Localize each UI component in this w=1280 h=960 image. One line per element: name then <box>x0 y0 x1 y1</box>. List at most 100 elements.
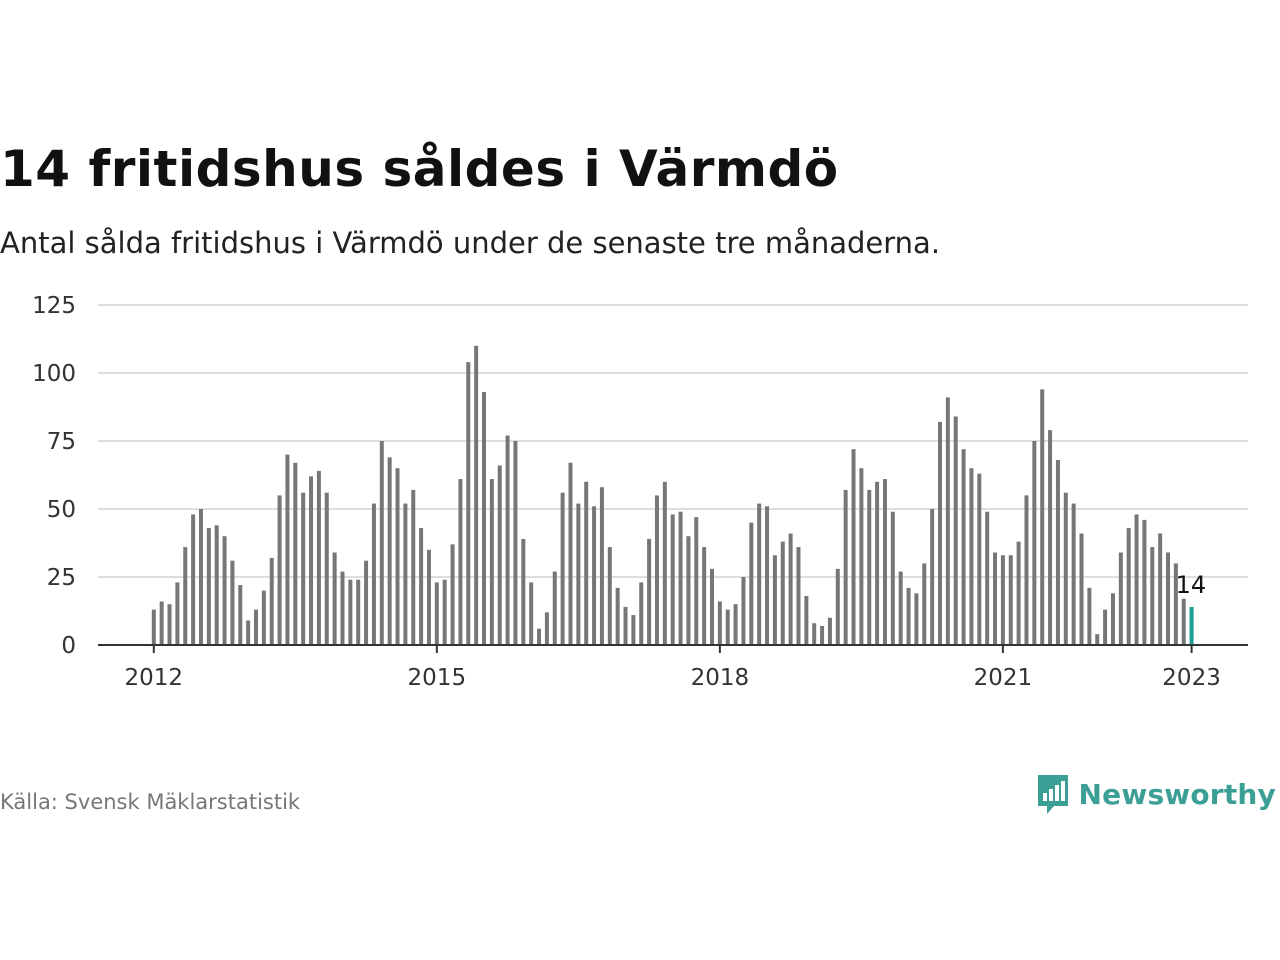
bar <box>1079 533 1084 645</box>
bar <box>230 560 235 645</box>
bar <box>843 489 848 645</box>
bar <box>702 547 707 645</box>
bar <box>387 457 392 645</box>
bar <box>426 549 431 645</box>
bar <box>214 525 219 645</box>
bar <box>875 481 880 645</box>
chart-title: 14 fritidshus såldes i Värmdö <box>0 140 839 198</box>
bar <box>733 604 738 645</box>
x-tick-label: 2023 <box>1162 665 1221 691</box>
bar <box>167 604 172 645</box>
bar <box>285 454 290 645</box>
bar <box>1040 389 1045 645</box>
bar <box>882 479 887 645</box>
bar <box>277 495 282 645</box>
bar <box>442 579 447 645</box>
bar <box>371 503 376 645</box>
bar <box>623 606 628 645</box>
x-tick-label: 2012 <box>125 665 184 691</box>
bar <box>513 441 518 645</box>
bar <box>710 568 714 645</box>
bar <box>1008 555 1013 645</box>
bar <box>340 571 345 645</box>
bar <box>521 538 526 645</box>
bar <box>1087 587 1092 645</box>
bar <box>961 449 966 645</box>
bar <box>246 620 251 645</box>
bar <box>411 489 416 645</box>
bar <box>930 509 935 645</box>
x-tick-label: 2018 <box>691 665 750 691</box>
bar <box>796 547 801 645</box>
bar <box>419 528 424 645</box>
bar <box>364 560 369 645</box>
bar <box>222 536 227 645</box>
bar <box>804 596 809 645</box>
bar <box>1181 598 1186 645</box>
bar <box>560 492 565 645</box>
bar <box>1118 552 1123 645</box>
bar <box>639 582 644 645</box>
bar <box>1103 609 1108 645</box>
bar <box>474 345 479 645</box>
x-tick-label: 2021 <box>974 665 1033 691</box>
bar <box>159 601 164 645</box>
bar <box>1173 563 1178 645</box>
bar <box>1134 514 1139 645</box>
bar <box>599 487 604 645</box>
annotation: 14 <box>1176 571 1207 599</box>
bar <box>898 571 903 645</box>
bar <box>1166 552 1170 645</box>
bar <box>356 579 361 645</box>
annotation-label: 14 <box>1176 571 1207 599</box>
bar <box>1032 441 1037 645</box>
bar <box>977 473 982 645</box>
bar <box>780 541 785 645</box>
bar <box>615 587 620 645</box>
bar <box>890 511 895 645</box>
bars <box>151 345 1194 645</box>
bar <box>576 503 581 645</box>
bar <box>1063 492 1068 645</box>
bar <box>969 468 974 645</box>
bar <box>985 511 990 645</box>
y-axis-ticks: 0 25 50 75 100 125 <box>32 293 76 659</box>
bar <box>191 514 196 645</box>
bar <box>1126 528 1131 645</box>
source-note: Källa: Svensk Mäklarstatistik <box>0 790 301 814</box>
bar <box>254 609 259 645</box>
bar <box>993 552 998 645</box>
x-axis-ticks: 2012 2015 2018 2021 2023 <box>125 645 1221 691</box>
bar <box>1142 519 1147 645</box>
bar <box>1189 606 1194 645</box>
bar <box>332 552 337 645</box>
bar <box>945 397 950 645</box>
bar <box>1095 634 1100 645</box>
bar <box>403 503 408 645</box>
bar <box>953 416 958 645</box>
bar <box>1048 430 1053 645</box>
bar <box>198 509 203 645</box>
bar <box>647 538 652 645</box>
bar <box>670 514 675 645</box>
bar <box>1055 460 1060 645</box>
bar <box>812 623 817 645</box>
bar <box>654 495 659 645</box>
bar <box>922 563 927 645</box>
x-tick-label: 2015 <box>408 665 467 691</box>
bar <box>450 544 455 645</box>
bar <box>552 571 557 645</box>
bar <box>537 628 542 645</box>
bar <box>482 392 486 645</box>
bar <box>788 533 793 645</box>
bar <box>835 568 840 645</box>
bar <box>183 547 188 645</box>
bar <box>379 441 384 645</box>
bar <box>348 579 353 645</box>
bar <box>324 492 329 645</box>
bar <box>749 522 754 645</box>
bar <box>309 476 314 645</box>
bar <box>458 479 463 645</box>
bar <box>741 577 746 645</box>
bar <box>607 547 612 645</box>
